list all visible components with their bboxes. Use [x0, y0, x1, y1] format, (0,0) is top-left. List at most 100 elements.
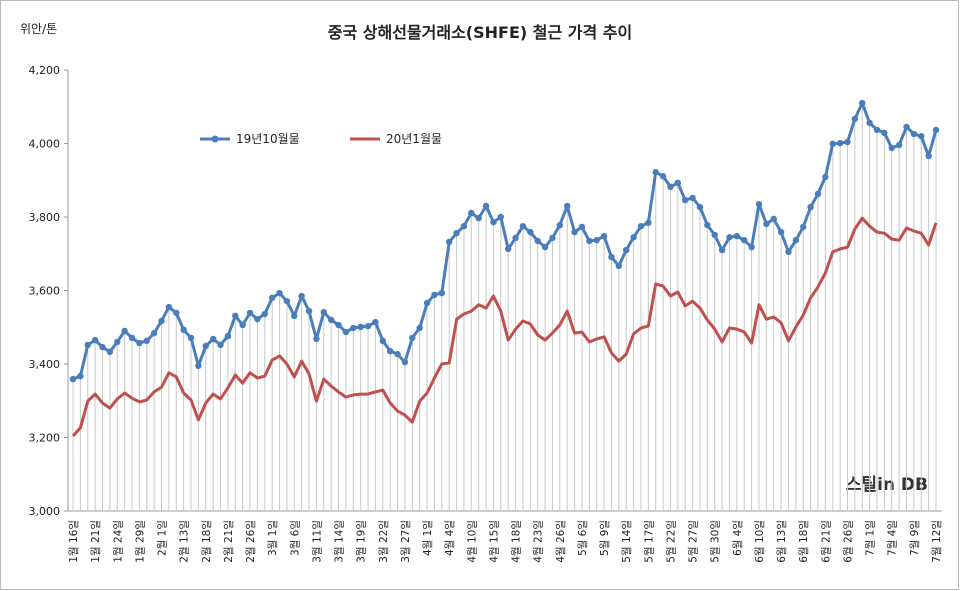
point — [254, 315, 261, 323]
point — [807, 203, 814, 211]
point — [571, 228, 578, 236]
point — [755, 200, 763, 208]
point — [711, 231, 718, 239]
x-tick-label: 5월 14일 — [620, 520, 633, 563]
y-tick-label: 3,400 — [29, 358, 61, 371]
x-tick-label: 6월 13일 — [775, 520, 788, 563]
point — [541, 243, 549, 251]
x-tick-label: 5월 27일 — [687, 520, 700, 563]
x-tick-label: 7월 1일 — [864, 520, 877, 556]
point — [327, 316, 335, 324]
x-tick-label: 5월 22일 — [664, 520, 677, 563]
point — [298, 292, 305, 300]
x-tick-label: 1월 21일 — [89, 520, 102, 563]
point — [409, 334, 416, 342]
x-tick-label: 3월 19일 — [355, 520, 368, 563]
x-tick-label: 5월 30일 — [709, 520, 722, 563]
x-tick-label: 5월 9일 — [598, 520, 611, 556]
point — [918, 132, 925, 140]
point — [637, 222, 645, 230]
point — [895, 141, 903, 149]
x-tick-label: 3월 27일 — [399, 520, 412, 563]
x-tick-label: 2월 1일 — [156, 520, 169, 556]
point — [586, 237, 593, 245]
point — [851, 115, 859, 123]
point — [689, 194, 696, 202]
y-tick-label: 3,800 — [29, 211, 61, 224]
point — [777, 228, 785, 236]
point — [313, 335, 320, 343]
point — [224, 332, 232, 340]
point — [696, 203, 704, 211]
x-tick-label: 4월 23일 — [532, 520, 545, 563]
point — [209, 335, 217, 343]
point — [121, 327, 128, 335]
point — [925, 152, 932, 160]
point — [600, 232, 608, 240]
point — [202, 342, 209, 350]
x-tick-label: 3월 6일 — [288, 520, 301, 556]
point — [608, 253, 615, 261]
legend-marker — [211, 135, 219, 143]
point — [741, 236, 748, 244]
point — [527, 228, 534, 236]
point — [578, 223, 586, 231]
y-tick-label: 3,600 — [29, 285, 61, 298]
point — [763, 220, 770, 228]
point — [350, 324, 357, 332]
point — [165, 303, 173, 311]
point — [232, 312, 239, 320]
point — [903, 123, 910, 131]
point — [77, 372, 84, 380]
x-tick-label: 2월 18일 — [200, 520, 213, 563]
point — [386, 347, 394, 355]
point — [556, 221, 564, 229]
x-tick-label: 4월 4일 — [443, 520, 456, 556]
point — [91, 336, 99, 344]
point — [910, 130, 918, 138]
y-tick-label: 4,000 — [29, 138, 61, 151]
point — [114, 338, 121, 346]
point — [770, 215, 777, 223]
point — [888, 144, 895, 152]
point — [99, 343, 106, 351]
point — [335, 321, 342, 329]
x-tick-label: 1월 29일 — [133, 520, 146, 563]
point — [800, 223, 807, 231]
point — [150, 329, 158, 337]
point — [364, 322, 372, 330]
x-tick-label: 1월 24일 — [111, 520, 124, 563]
chart-title: 중국 상해선물거래소(SHFE) 철근 가격 추이 — [328, 23, 632, 42]
point — [859, 99, 866, 107]
point — [372, 318, 379, 326]
point — [792, 236, 800, 244]
point — [504, 245, 512, 253]
point — [718, 246, 726, 254]
point — [829, 140, 836, 148]
legend-label: 20년1월물 — [386, 132, 442, 146]
x-tick-label: 7월 12일 — [930, 520, 943, 563]
point — [445, 238, 453, 246]
point — [195, 362, 202, 370]
x-tick-label: 3월 14일 — [333, 520, 346, 563]
point — [482, 202, 490, 210]
point — [305, 307, 313, 315]
x-tick-label: 2월 21일 — [222, 520, 235, 563]
point — [431, 291, 438, 299]
point — [69, 375, 77, 383]
point — [490, 218, 497, 226]
point — [416, 324, 423, 332]
point — [748, 243, 755, 251]
point — [615, 262, 623, 270]
x-tick-label: 4월 10일 — [465, 520, 478, 563]
point — [475, 214, 482, 222]
x-tick-label: 6월 21일 — [819, 520, 832, 563]
point — [881, 129, 888, 137]
point — [187, 334, 195, 342]
x-tick-label: 4월 18일 — [510, 520, 523, 563]
x-tick-label: 5월 17일 — [642, 520, 655, 563]
y-tick-label: 4,200 — [29, 64, 61, 77]
point — [534, 237, 541, 245]
point — [873, 126, 881, 134]
point — [128, 334, 136, 342]
